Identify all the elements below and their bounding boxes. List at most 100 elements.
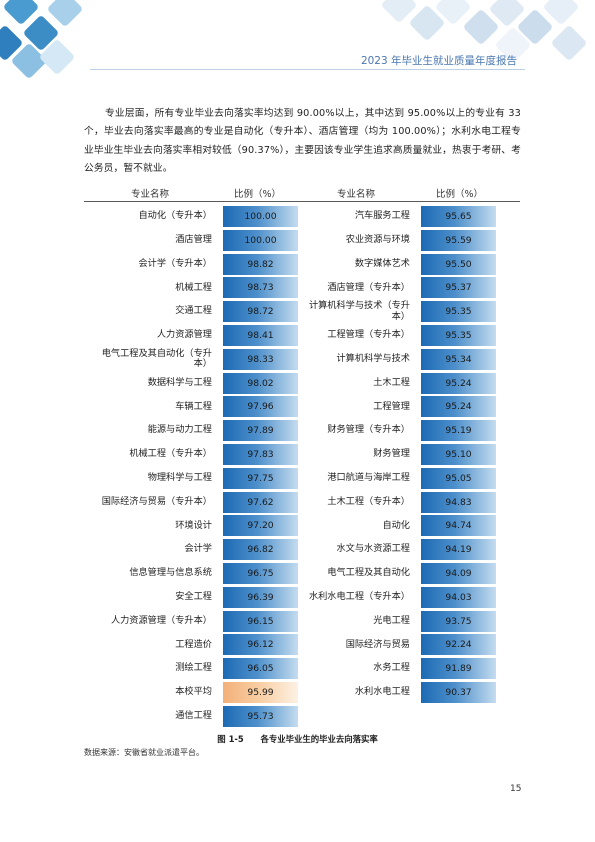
- major-name: 会计学: [184, 543, 212, 555]
- rate-cell: 95.24: [421, 396, 496, 418]
- table-row: 会计学（专升本） 98.82: [0, 253, 595, 275]
- rate-cell: 96.39: [223, 586, 298, 608]
- rate-cell: 90.37: [421, 682, 496, 703]
- rate-cell: 98.82: [223, 253, 298, 275]
- table-row: 电气工程及其自动化 94.09: [0, 563, 595, 584]
- major-name: 计算机科学与技术: [336, 353, 411, 365]
- table-row: 车辆工程 97.96: [0, 396, 595, 418]
- rate-cell: 95.65: [421, 206, 496, 227]
- rate-cell: 97.75: [223, 467, 298, 489]
- rate-cell: 97.89: [223, 420, 298, 442]
- rate-cell: 94.03: [421, 586, 496, 608]
- rate-cell: 95.05: [421, 467, 496, 489]
- major-name: 电气工程及其自动化（专升本）: [101, 347, 212, 370]
- rate-cell: 96.75: [223, 563, 298, 584]
- table-row: 国际经济与贸易 92.24: [0, 634, 595, 656]
- page-number: 15: [510, 784, 522, 794]
- table-row: 计算机科学与技术 95.34: [0, 348, 595, 370]
- rate-cell: 95.10: [421, 444, 496, 465]
- table-row: 会计学 96.82: [0, 539, 595, 561]
- rate-cell: 95.37: [421, 277, 496, 299]
- major-name: 环境设计: [175, 519, 212, 531]
- table-row: 通信工程 95.73: [0, 705, 595, 727]
- figure-caption: 图 1-5 各专业毕业生的毕业去向落实率: [217, 734, 378, 744]
- major-name: 汽车服务工程: [354, 210, 410, 222]
- rate-cell: 100.00: [223, 206, 298, 227]
- rate-cell: 97.96: [223, 396, 298, 418]
- major-name: 酒店管理: [175, 234, 212, 246]
- table-header-rule: [84, 201, 520, 202]
- major-name: 机械工程（专升本）: [129, 448, 212, 460]
- table-row: 酒店管理（专升本） 95.37: [0, 277, 595, 299]
- major-name: 财务管理: [373, 448, 410, 460]
- major-name: 信息管理与信息系统: [129, 567, 212, 579]
- table-row: 工程管理（专升本） 95.35: [0, 325, 595, 346]
- col-header-ratio-right: 比例（%）: [436, 189, 484, 200]
- major-name: 水利水电工程: [354, 686, 410, 698]
- table-row: 工程造价 96.12: [0, 634, 595, 656]
- major-name: 水务工程: [373, 662, 410, 674]
- table-row: 国际经济与贸易（专升本） 97.62: [0, 491, 595, 513]
- table-row: 自动化 94.74: [0, 515, 595, 537]
- rate-cell: 94.74: [421, 515, 496, 537]
- rate-cell: 96.12: [223, 634, 298, 656]
- major-name: 财务管理（专升本）: [327, 424, 410, 436]
- major-name: 土木工程（专升本）: [327, 495, 410, 507]
- table-row: 机械工程 98.73: [0, 277, 595, 299]
- table-row: 数字媒体艺术 95.50: [0, 253, 595, 275]
- table-row: 能源与动力工程 97.89: [0, 420, 595, 442]
- table-row: 机械工程（专升本） 97.83: [0, 444, 595, 465]
- table-row: 光电工程 93.75: [0, 610, 595, 632]
- rate-cell: 96.05: [223, 658, 298, 680]
- major-name: 工程管理（专升本）: [327, 329, 410, 341]
- table-row: 港口航道与海岸工程 95.05: [0, 467, 595, 489]
- data-source-note: 数据来源：安徽省就业派遣平台。: [84, 748, 204, 757]
- major-name: 能源与动力工程: [147, 424, 212, 436]
- major-name: 自动化（专升本）: [138, 210, 213, 222]
- col-header-ratio-left: 比例（%）: [234, 189, 282, 200]
- rate-cell: 96.15: [223, 610, 298, 632]
- major-name: 车辆工程: [175, 400, 212, 412]
- major-name: 人力资源管理（专升本）: [110, 614, 212, 626]
- table-row: 农业资源与环境 95.59: [0, 229, 595, 251]
- major-name: 测绘工程: [175, 662, 212, 674]
- table-row: 水利水电工程（专升本） 94.03: [0, 586, 595, 608]
- major-name: 机械工程: [175, 281, 212, 293]
- rate-cell: 94.19: [421, 539, 496, 561]
- table-row: 土木工程（专升本） 94.83: [0, 491, 595, 513]
- major-name: 国际经济与贸易（专升本）: [101, 495, 212, 507]
- col-header-major-left: 专业名称: [131, 189, 170, 200]
- rate-cell: 95.35: [421, 301, 496, 323]
- rate-cell: 95.59: [421, 229, 496, 251]
- table-row: 水利水电工程 90.37: [0, 682, 595, 703]
- rate-cell: 95.50: [421, 253, 496, 275]
- rate-cell: 93.75: [421, 610, 496, 632]
- major-name: 数据科学与工程: [147, 376, 212, 388]
- major-name: 人力资源管理: [156, 329, 212, 341]
- rate-cell: 95.73: [223, 705, 298, 727]
- table-row: 汽车服务工程 95.65: [0, 206, 595, 227]
- major-name: 国际经济与贸易: [345, 638, 410, 650]
- major-name: 物理科学与工程: [147, 472, 212, 484]
- rate-cell: 95.24: [421, 372, 496, 394]
- table-row: 水文与水资源工程 94.19: [0, 539, 595, 561]
- rate-cell: 98.73: [223, 277, 298, 299]
- major-name: 计算机科学与技术（专升本）: [308, 300, 410, 322]
- rate-cell: 94.83: [421, 491, 496, 513]
- table-row: 本校平均 95.99: [0, 682, 595, 703]
- col-header-major-right: 专业名称: [337, 189, 376, 200]
- table-row: 财务管理 95.10: [0, 444, 595, 465]
- rate-cell: 95.19: [421, 420, 496, 442]
- table-row: 数据科学与工程 98.02: [0, 372, 595, 394]
- rate-cell: 96.82: [223, 539, 298, 561]
- table-row: 工程管理 95.24: [0, 396, 595, 418]
- major-name: 农业资源与环境: [345, 234, 410, 246]
- intro-paragraph: 专业层面，所有专业毕业去向落实率均达到 90.00%以上，其中达到 95.00%…: [84, 107, 521, 175]
- major-name: 本校平均: [175, 686, 212, 698]
- table-row: 人力资源管理（专升本） 96.15: [0, 610, 595, 632]
- major-name: 自动化: [382, 519, 410, 531]
- rate-cell: 97.83: [223, 444, 298, 465]
- table-row: 自动化（专升本） 100.00: [0, 206, 595, 227]
- rate-cell: 94.09: [421, 563, 496, 584]
- rate-cell: 100.00: [223, 229, 298, 251]
